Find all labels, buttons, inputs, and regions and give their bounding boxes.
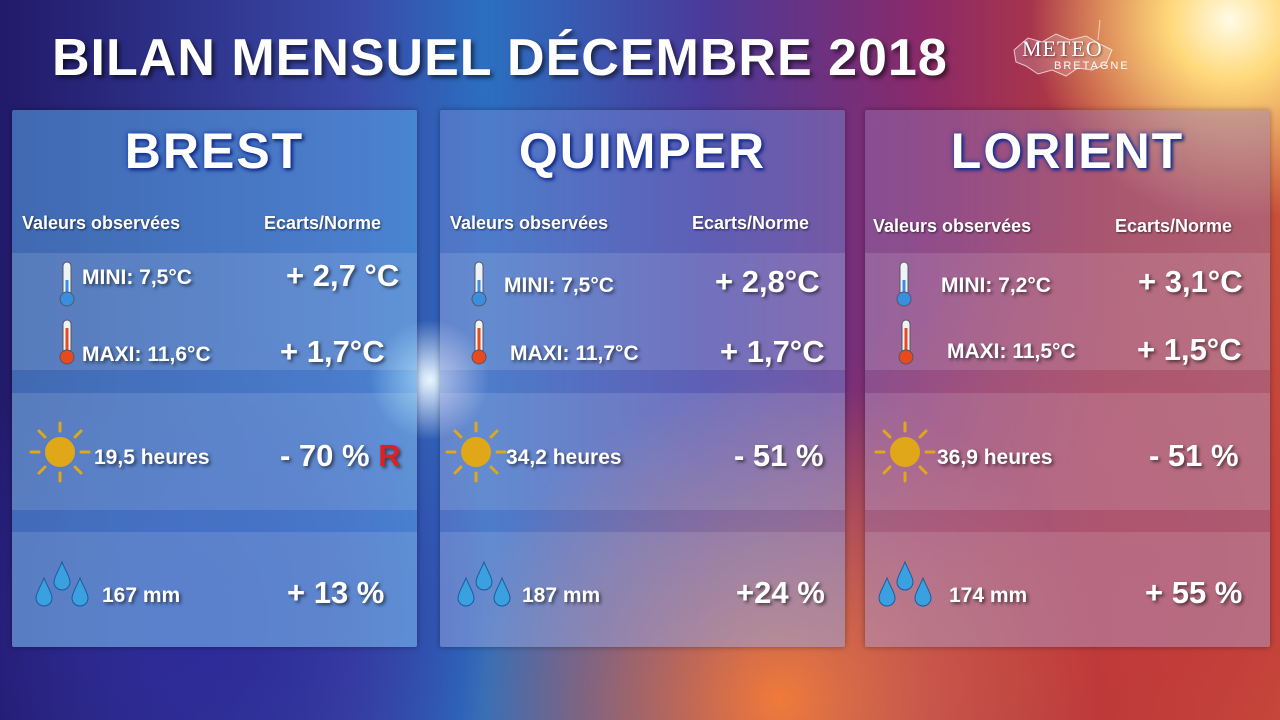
rainfall-value: 187 mm [522,584,601,607]
sunshine-value: 36,9 heures [937,446,1053,469]
max-temp-deviation: + 1,7°C [280,334,385,369]
logo-subtext: BRETAGNE [1054,60,1130,72]
observed-header: Valeurs observées [450,213,609,233]
rain-drops-icon [878,560,932,607]
sunshine-band [440,393,845,510]
rainfall-value: 167 mm [102,584,181,607]
max-temp-value: MAXI: 11,5°C [947,340,1076,363]
rain-drops-icon [35,560,89,607]
max-temp-deviation: + 1,7°C [720,334,825,369]
thermometer-hot-icon [471,319,487,365]
temperature-band [865,253,1270,370]
rainfall-deviation: + 55 % [1145,575,1243,610]
brittany-map-icon [1013,20,1113,77]
max-temp-value: MAXI: 11,6°C [82,343,211,366]
max-temp-value: MAXI: 11,7°C [510,342,639,365]
sunshine-value: 19,5 heures [94,446,210,469]
observed-header: Valeurs observées [873,216,1032,236]
deviation-header: Ecarts/Norme [692,213,810,233]
city-panel-lorient: LORIENT Valeurs observées Ecarts/Norme M… [865,110,1270,647]
sunshine-deviation-value: - 51 % [734,438,824,473]
rainfall-band [865,532,1270,647]
sunshine-deviation: - 51 % [734,438,824,474]
min-temp-deviation: + 2,8°C [715,264,820,299]
meteo-bretagne-logo: METEO BRETAGNE [1008,20,1128,90]
city-name: LORIENT [950,123,1185,179]
city-panel-brest: BREST Valeurs observées Ecarts/Norme MIN… [12,110,417,647]
sunshine-value: 34,2 heures [506,446,622,469]
temperature-band [440,253,845,370]
rain-drops-icon [457,560,511,607]
sunshine-deviation-value: - 70 % [280,438,370,473]
sunshine-deviation: - 51 % [1149,438,1239,474]
min-temp-deviation: + 3,1°C [1138,264,1243,299]
min-temp-deviation: + 2,7 °C [286,258,400,293]
rainfall-deviation: + 13 % [287,575,385,610]
deviation-header: Ecarts/Norme [1115,216,1233,236]
thermometer-cold-icon [59,261,75,307]
city-name: QUIMPER [518,123,767,179]
logo-text: METEO [1022,36,1103,61]
city-name: BREST [124,123,305,179]
thermometer-hot-icon [59,319,75,365]
sun-icon [445,421,507,483]
observed-header: Valeurs observées [22,213,181,233]
thermometer-cold-icon [896,261,912,307]
sunshine-deviation: - 70 % R [280,438,401,474]
page-title: BILAN MENSUEL DÉCEMBRE 2018 [52,29,948,87]
rainfall-deviation: +24 % [736,575,825,610]
sunshine-band [12,393,417,510]
min-temp-value: MINI: 7,5°C [504,274,614,297]
thermometer-cold-icon [471,261,487,307]
min-temp-value: MINI: 7,2°C [941,274,1051,297]
rainfall-value: 174 mm [949,584,1028,607]
record-badge: R [378,438,401,473]
sunshine-deviation-value: - 51 % [1149,438,1239,473]
max-temp-deviation: + 1,5°C [1137,332,1242,367]
thermometer-hot-icon [898,319,914,365]
city-panel-quimper: QUIMPER Valeurs observées Ecarts/Norme M… [440,110,845,647]
sun-icon [29,421,91,483]
temperature-band [12,253,417,370]
sun-icon [874,421,936,483]
min-temp-value: MINI: 7,5°C [82,266,192,289]
deviation-header: Ecarts/Norme [264,213,382,233]
